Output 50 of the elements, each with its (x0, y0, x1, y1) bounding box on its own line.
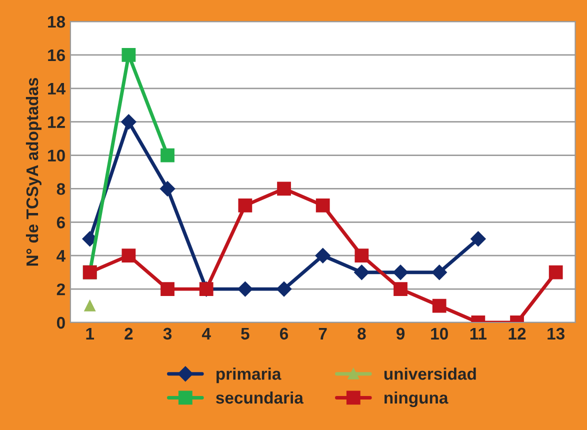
legend-label: secundaria (216, 391, 304, 404)
y-tick-label: 2 (56, 283, 65, 296)
y-tick-label: 16 (48, 49, 65, 62)
point (276, 281, 292, 297)
x-tick-label: 12 (508, 328, 526, 340)
point (392, 264, 408, 280)
y-axis-title: N° de TCSyA adoptadas (26, 78, 42, 266)
point (84, 300, 96, 312)
x-tick-label: 9 (396, 328, 405, 340)
legend-label: universidad (384, 368, 476, 380)
x-tick-label: 3 (163, 328, 172, 340)
x-tick-label: 13 (548, 328, 565, 340)
point (121, 114, 136, 130)
legend-label: ninguna (384, 391, 448, 408)
point (122, 48, 136, 62)
point (394, 282, 408, 296)
point (238, 198, 252, 212)
point (277, 182, 291, 196)
y-tick-label: 14 (48, 82, 66, 94)
point (238, 281, 253, 297)
point (432, 264, 447, 280)
legend-label: primaria (216, 368, 282, 384)
point (160, 282, 174, 296)
x-tick-label: 11 (470, 328, 487, 340)
point (470, 231, 486, 246)
x-tick-label: 7 (318, 328, 327, 340)
point (548, 265, 563, 280)
y-tick-label: 12 (48, 116, 65, 128)
point (316, 198, 330, 212)
x-tick-label: 1 (86, 328, 94, 340)
point (354, 264, 370, 280)
x-tick-label: 8 (358, 328, 366, 340)
x-tick-label: 2 (124, 328, 133, 340)
y-tick-label: 8 (56, 183, 66, 195)
point (160, 148, 174, 162)
point (315, 248, 330, 264)
y-tick-label: 4 (56, 250, 66, 262)
x-tick-label: 5 (241, 328, 250, 340)
y-tick-label: 10 (48, 150, 65, 162)
point (432, 298, 446, 313)
x-tick-label: 4 (202, 328, 211, 340)
point (82, 231, 98, 246)
y-tick-label: 18 (48, 16, 66, 28)
point (354, 248, 369, 263)
y-tick-label: 0 (56, 316, 65, 329)
x-tick-label: 6 (280, 328, 288, 340)
y-tick-label: 6 (56, 216, 65, 228)
x-tick-label: 10 (431, 328, 448, 340)
point (160, 181, 176, 196)
point (122, 248, 136, 263)
